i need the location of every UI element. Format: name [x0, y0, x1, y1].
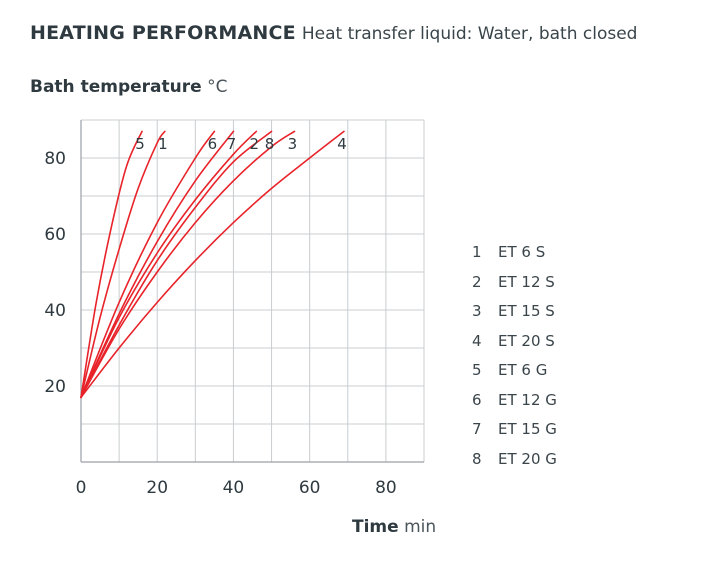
legend-label: ET 20 S [498, 331, 555, 350]
series-line-1 [80, 130, 166, 399]
legend-label: ET 12 S [498, 272, 555, 291]
curve-label-7: 7 [227, 135, 237, 153]
y-axis-unit: °C [207, 77, 228, 97]
x-tick-label: 20 [146, 478, 168, 498]
series-line-3 [80, 130, 296, 399]
x-tick-label: 0 [76, 478, 87, 498]
legend-label: ET 12 G [498, 390, 557, 409]
legend-item: 2 ET 12 S [472, 271, 557, 301]
x-axis-label-text: Time [352, 517, 399, 537]
y-axis-label: Bath temperature °C [30, 76, 227, 98]
chart-subtitle: Heat transfer liquid: Water, bath closed [301, 24, 638, 44]
legend-label: ET 15 S [498, 302, 555, 320]
legend-label: ET 6 S [498, 243, 546, 261]
series-line-4 [80, 130, 345, 399]
legend-number: 6 [472, 390, 482, 409]
legend-item: 7 ET 15 G [472, 418, 557, 448]
series-line-7 [80, 130, 235, 399]
curve-label-2: 2 [250, 135, 260, 153]
legend-number: 1 [472, 243, 482, 261]
x-axis-label: Time min [352, 516, 436, 538]
curve-label-6: 6 [208, 135, 218, 153]
series-line-2 [80, 130, 258, 399]
curve-label-1: 1 [158, 135, 168, 153]
legend-number: 8 [472, 449, 482, 468]
series-line-8 [80, 130, 273, 399]
legend: 1 ET 6 S 2 ET 12 S 3 ET 15 S 4 ET 20 S 5 ET 6… [472, 241, 557, 477]
curve-label-8: 8 [265, 135, 275, 153]
y-tick-label: 40 [44, 301, 66, 321]
legend-item: 3 ET 15 S [472, 300, 557, 330]
series-line-5 [80, 130, 143, 399]
legend-label: ET 20 G [498, 449, 557, 468]
x-axis-unit: min [404, 517, 437, 537]
curve-label-5: 5 [135, 135, 145, 153]
x-tick-label: 60 [299, 478, 321, 498]
series-line-6 [80, 130, 216, 399]
legend-number: 4 [472, 331, 482, 350]
legend-item: 4 ET 20 S [472, 330, 557, 360]
y-tick-label: 20 [44, 377, 66, 397]
x-tick-label: 80 [375, 478, 397, 498]
chart-title: HEATING PERFORMANCE Heat transfer liquid… [30, 20, 637, 47]
legend-number: 3 [472, 302, 482, 320]
legend-item: 8 ET 20 G [472, 448, 557, 478]
curve-label-3: 3 [288, 135, 298, 153]
x-tick-label: 40 [223, 478, 245, 498]
legend-number: 5 [472, 361, 482, 379]
y-tick-label: 80 [44, 149, 66, 169]
y-tick-label: 60 [44, 225, 66, 245]
legend-number: 2 [472, 272, 482, 291]
legend-item: 6 ET 12 G [472, 389, 557, 419]
curve-label-4: 4 [337, 135, 347, 153]
legend-item: 5 ET 6 G [472, 359, 557, 389]
legend-item: 1 ET 6 S [472, 241, 557, 271]
legend-number: 7 [472, 420, 482, 438]
legend-label: ET 15 G [498, 420, 557, 438]
chart-title-main: HEATING PERFORMANCE [30, 22, 296, 44]
y-axis-label-text: Bath temperature [30, 77, 202, 97]
legend-label: ET 6 G [498, 361, 548, 379]
